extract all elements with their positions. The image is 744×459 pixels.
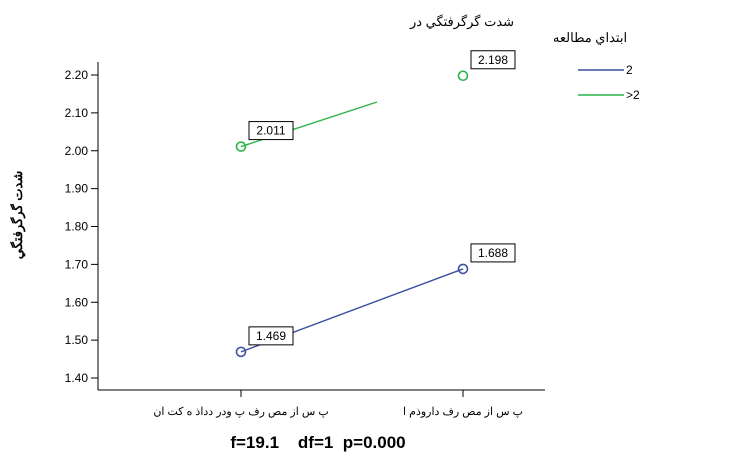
data-label-text: 1.469 xyxy=(256,329,286,343)
series-2-point xyxy=(457,263,469,275)
y-axis-label: شدت گرگرفتگي xyxy=(9,171,26,260)
data-label-box xyxy=(470,243,516,263)
x-tick-label: پ س از مص رف داروذم ا xyxy=(403,406,523,418)
data-label-text: 2.198 xyxy=(478,53,508,67)
series-layer: 1.469 1.688 2.011 2.198 xyxy=(235,50,516,358)
data-label-box xyxy=(470,50,516,70)
legend-label: 2 xyxy=(626,63,633,77)
series-gt2-data-label: 2.011 xyxy=(248,121,294,141)
series-gt2-point xyxy=(235,141,247,152)
y-tick-label: 1.80 xyxy=(65,220,89,234)
y-tick-label: 2.20 xyxy=(65,68,89,82)
x-tick-label: پ س از مص رف پ ودر دداذ ه كت ان xyxy=(153,406,328,418)
stats-annotation: f=19.1 df=1 p=0.000 xyxy=(230,433,405,452)
y-tick-label: 1.50 xyxy=(65,333,89,347)
series-2-data-label: 1.688 xyxy=(470,243,516,263)
axes: 1.40 1.50 1.60 1.70 1.80 1.90 2.00 2.10 2.20 پ س … xyxy=(65,62,545,418)
series-2-point xyxy=(235,346,247,358)
data-label-box xyxy=(248,326,294,346)
series-2-data-label: 1.469 xyxy=(248,326,294,346)
y-tick-label: 2.00 xyxy=(65,144,89,158)
y-tick-label: 1.40 xyxy=(65,371,89,385)
legend-items: 2 >2 xyxy=(578,63,640,102)
data-label-text: 1.688 xyxy=(478,246,508,260)
y-tick-label: 2.10 xyxy=(65,106,89,120)
legend-title-line1: شدت گرگرفتگي در xyxy=(409,14,514,30)
data-label-text: 2.011 xyxy=(256,124,285,138)
y-tick-label: 1.90 xyxy=(65,182,89,196)
series-gt2-data-label: 2.198 xyxy=(470,50,516,70)
legend-title-line2: ابتداي مطالعه xyxy=(553,30,627,45)
y-tick-label: 1.70 xyxy=(65,257,89,271)
data-label-box xyxy=(248,121,294,141)
y-tick-label: 1.60 xyxy=(65,295,89,309)
series-gt2-point xyxy=(457,70,469,82)
legend-label: >2 xyxy=(626,88,640,102)
